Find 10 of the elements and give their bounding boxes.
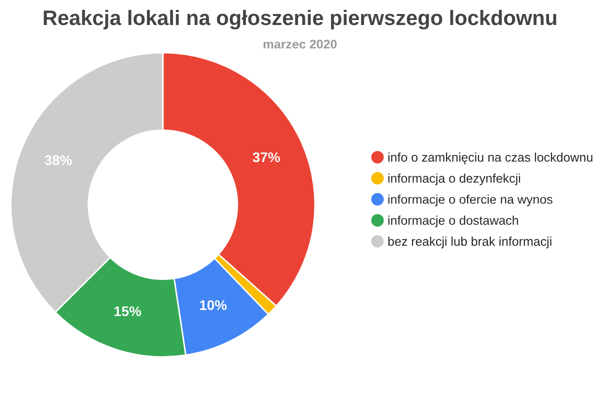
data-label: 10% [200,300,227,310]
legend-label: info o zamknięciu na czas lockdownu [388,152,592,164]
legend-label: informacje o ofercie na wynos [388,194,552,206]
chart-title: Reakcja lokali na ogłoszenie pierwszego lockdownu [44,10,556,30]
legend-label: informacja o dezynfekcji [388,174,520,186]
legend-label: informacje o dostawach [388,216,518,228]
legend-label: bez reakcji lub brak informacji [388,236,552,248]
chart-subtitle: marzec 2020 [264,40,337,49]
data-label: 15% [114,306,142,316]
data-label: 37% [252,152,280,162]
